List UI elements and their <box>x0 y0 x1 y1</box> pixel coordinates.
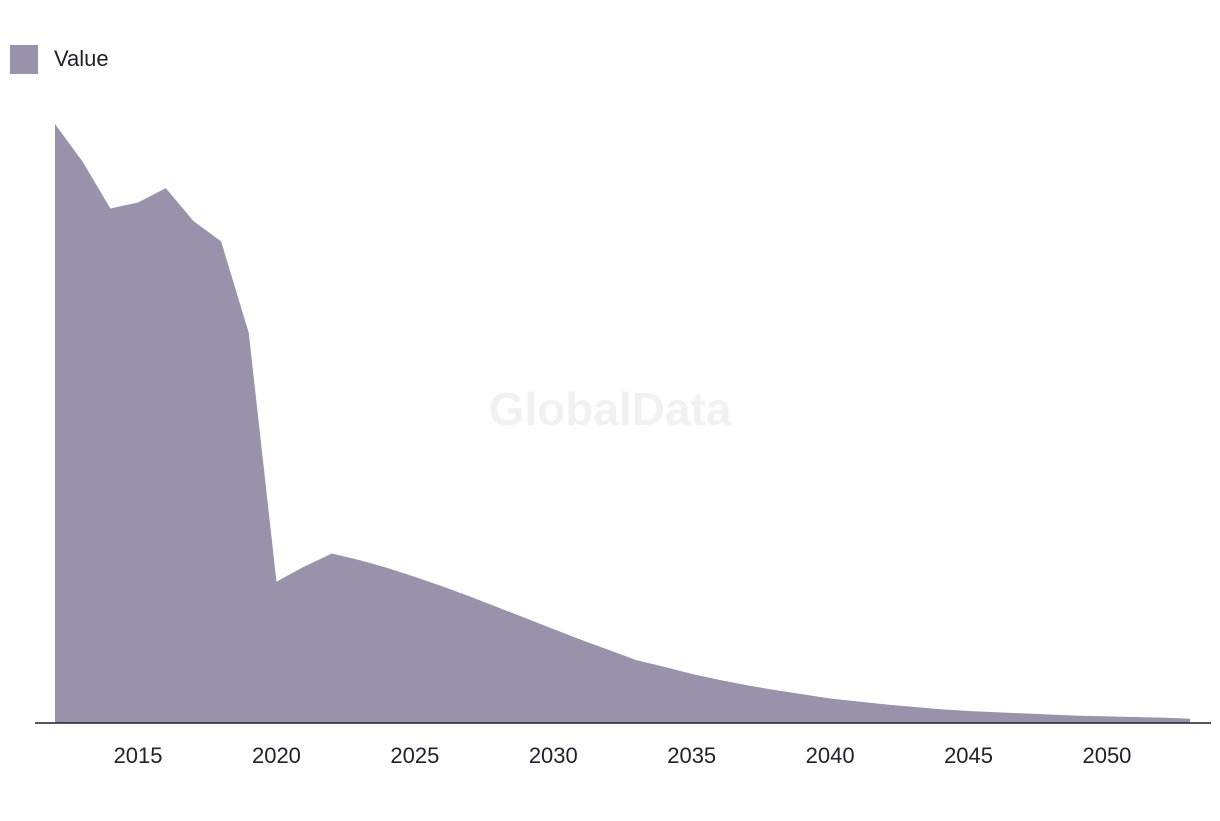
data-point-2048 <box>1049 712 1055 718</box>
data-point-2026 <box>440 583 446 589</box>
data-point-2041 <box>855 698 861 704</box>
data-point-2039 <box>799 691 805 697</box>
data-point-2019 <box>246 330 252 336</box>
data-point-2045 <box>966 708 972 714</box>
x-tick-label: 2030 <box>529 743 578 768</box>
data-point-2051 <box>1132 714 1138 720</box>
data-point-2028 <box>495 604 501 610</box>
x-tick-label: 2025 <box>390 743 439 768</box>
x-tick-label: 2020 <box>252 743 301 768</box>
data-point-2046 <box>993 709 999 715</box>
x-tick-label: 2015 <box>114 743 163 768</box>
data-point-2047 <box>1021 710 1027 716</box>
data-point-2016 <box>163 185 169 191</box>
data-point-2037 <box>744 682 750 688</box>
data-point-2049 <box>1076 713 1082 719</box>
x-axis: 2015 2020 2025 2030 2035 2040 2045 2050 <box>35 722 1211 768</box>
data-point-2030 <box>550 626 556 632</box>
data-point-2034 <box>661 664 667 670</box>
data-point-2020 <box>273 579 279 585</box>
data-point-2043 <box>910 704 916 710</box>
data-point-2040 <box>827 695 833 701</box>
legend: Value <box>10 45 109 74</box>
data-point-2038 <box>772 687 778 693</box>
x-tick-label: 2045 <box>944 743 993 768</box>
data-point-2022 <box>329 550 335 556</box>
legend-swatch <box>10 45 38 74</box>
data-point-2018 <box>218 238 224 244</box>
x-tick-label: 2040 <box>806 743 855 768</box>
x-tick-label: 2035 <box>667 743 716 768</box>
area-series-0 <box>55 124 1190 723</box>
data-point-2042 <box>882 701 888 707</box>
data-point-2053 <box>1187 716 1193 722</box>
data-point-2014 <box>107 205 113 211</box>
data-point-2027 <box>467 594 473 600</box>
data-point-2031 <box>578 637 584 643</box>
data-point-2044 <box>938 706 944 712</box>
data-point-2032 <box>606 647 612 653</box>
data-point-2024 <box>384 565 390 571</box>
plot-area <box>52 121 1193 723</box>
data-point-2050 <box>1104 713 1110 719</box>
data-point-2015 <box>135 199 141 205</box>
watermark-text: GlobalData <box>489 383 732 435</box>
data-point-2017 <box>190 218 196 224</box>
data-point-2052 <box>1159 715 1165 721</box>
data-point-2029 <box>523 615 529 621</box>
legend-label: Value <box>54 46 109 71</box>
data-point-2036 <box>716 677 722 683</box>
data-point-2033 <box>633 657 639 663</box>
data-point-2023 <box>357 557 363 563</box>
data-point-2025 <box>412 574 418 580</box>
data-point-2013 <box>80 159 86 165</box>
data-point-2012 <box>52 121 58 127</box>
data-point-2035 <box>689 671 695 677</box>
x-tick-labels: 2015 2020 2025 2030 2035 2040 2045 2050 <box>114 743 1132 768</box>
data-point-2021 <box>301 564 307 570</box>
x-tick-label: 2050 <box>1082 743 1131 768</box>
